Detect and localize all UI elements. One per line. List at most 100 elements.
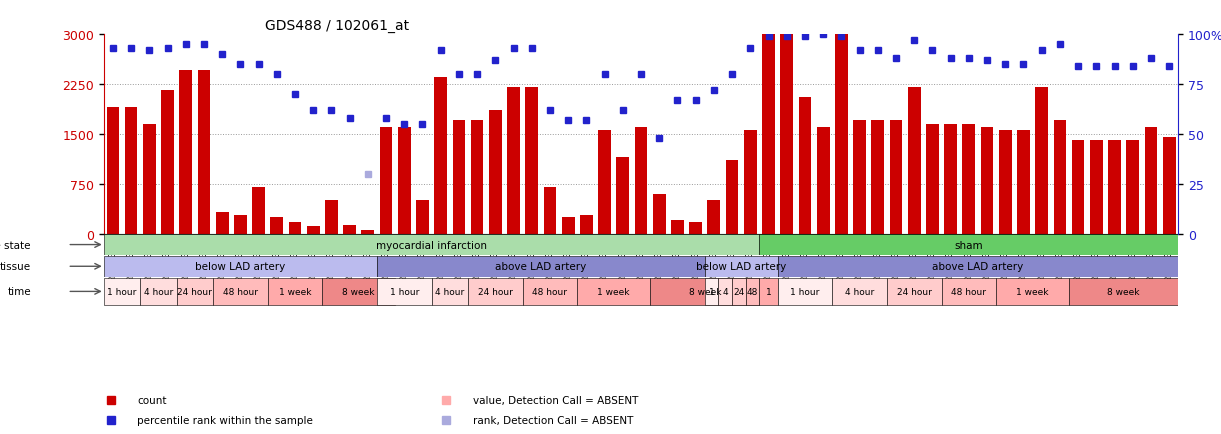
Bar xyxy=(650,278,759,306)
Text: above LAD artery: above LAD artery xyxy=(933,262,1023,272)
Bar xyxy=(525,88,538,234)
Bar xyxy=(817,128,829,234)
Bar xyxy=(234,216,247,234)
Text: tissue: tissue xyxy=(0,262,31,272)
Bar xyxy=(746,278,759,306)
Bar xyxy=(1035,88,1048,234)
Text: count: count xyxy=(138,395,167,405)
Bar xyxy=(926,125,939,234)
Bar xyxy=(580,216,592,234)
Bar xyxy=(635,128,647,234)
Bar xyxy=(733,278,746,306)
Bar xyxy=(980,128,994,234)
Text: 1 week: 1 week xyxy=(1016,287,1049,296)
Bar xyxy=(453,121,465,234)
Bar xyxy=(562,217,575,234)
Bar xyxy=(267,278,322,306)
Bar xyxy=(962,125,976,234)
Text: 4 hour: 4 hour xyxy=(435,287,464,296)
Bar xyxy=(1072,141,1084,234)
Bar xyxy=(361,230,374,234)
Bar xyxy=(725,161,739,234)
Bar xyxy=(996,278,1070,306)
Text: 8 week: 8 week xyxy=(1107,287,1140,296)
Bar xyxy=(653,194,665,234)
Bar xyxy=(398,128,410,234)
Text: 4: 4 xyxy=(723,287,728,296)
Text: time: time xyxy=(7,287,31,297)
Bar xyxy=(216,213,228,234)
Text: 24 hour: 24 hour xyxy=(477,287,513,296)
Bar xyxy=(104,235,759,255)
Bar xyxy=(143,125,156,234)
Bar xyxy=(1162,138,1176,234)
Bar xyxy=(431,278,468,306)
Bar xyxy=(780,31,794,234)
Text: 1 hour: 1 hour xyxy=(107,287,137,296)
Bar xyxy=(759,235,1178,255)
Bar xyxy=(1144,128,1158,234)
Bar xyxy=(140,278,177,306)
Text: 1 week: 1 week xyxy=(278,287,311,296)
Text: sham: sham xyxy=(955,240,983,250)
Bar xyxy=(253,187,265,234)
Bar xyxy=(941,278,996,306)
Text: 4 hour: 4 hour xyxy=(845,287,874,296)
Bar xyxy=(377,256,705,277)
Bar xyxy=(377,278,431,306)
Text: rank, Detection Call = ABSENT: rank, Detection Call = ABSENT xyxy=(474,415,634,425)
Bar xyxy=(177,278,212,306)
Text: 48 hour: 48 hour xyxy=(223,287,258,296)
Bar xyxy=(288,223,302,234)
Bar xyxy=(198,71,210,234)
Text: 1: 1 xyxy=(708,287,714,296)
Bar xyxy=(488,111,502,234)
Text: percentile rank within the sample: percentile rank within the sample xyxy=(138,415,314,425)
Bar xyxy=(125,108,138,234)
Bar xyxy=(1017,131,1029,234)
Bar xyxy=(672,221,684,234)
Bar xyxy=(212,278,267,306)
Bar xyxy=(380,128,392,234)
Bar xyxy=(106,108,120,234)
Bar xyxy=(908,88,921,234)
Text: 1 hour: 1 hour xyxy=(790,287,819,296)
Bar xyxy=(744,131,757,234)
Bar xyxy=(944,125,957,234)
Bar xyxy=(435,78,447,234)
Bar xyxy=(1070,278,1178,306)
Text: 8 week: 8 week xyxy=(689,287,722,296)
Bar xyxy=(778,256,1178,277)
Text: 8 week: 8 week xyxy=(343,287,375,296)
Bar xyxy=(799,98,811,234)
Bar xyxy=(322,278,396,306)
Bar xyxy=(853,121,866,234)
Text: 24: 24 xyxy=(734,287,745,296)
Text: 48 hour: 48 hour xyxy=(532,287,568,296)
Bar xyxy=(468,278,523,306)
Text: 24 hour: 24 hour xyxy=(177,287,212,296)
Bar xyxy=(1109,141,1121,234)
Text: 1 hour: 1 hour xyxy=(389,287,419,296)
Text: below LAD artery: below LAD artery xyxy=(696,262,786,272)
Bar xyxy=(705,278,718,306)
Text: value, Detection Call = ABSENT: value, Detection Call = ABSENT xyxy=(474,395,639,405)
Bar xyxy=(416,201,429,234)
Bar xyxy=(890,121,902,234)
Bar xyxy=(617,158,629,234)
Text: 4 hour: 4 hour xyxy=(144,287,173,296)
Text: 48 hour: 48 hour xyxy=(951,287,987,296)
Bar xyxy=(179,71,192,234)
Bar xyxy=(705,256,778,277)
Bar xyxy=(104,278,140,306)
Text: disease state: disease state xyxy=(0,240,31,250)
Bar xyxy=(762,31,775,234)
Bar xyxy=(835,35,847,234)
Text: 1: 1 xyxy=(766,287,772,296)
Text: myocardial infarction: myocardial infarction xyxy=(376,240,487,250)
Bar xyxy=(999,131,1012,234)
Bar xyxy=(306,226,320,234)
Bar xyxy=(543,187,557,234)
Text: 1 week: 1 week xyxy=(597,287,630,296)
Bar xyxy=(707,201,720,234)
